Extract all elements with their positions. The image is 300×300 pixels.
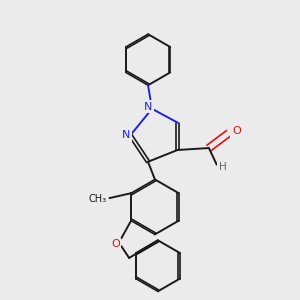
Text: H: H xyxy=(219,162,226,172)
Text: CH₃: CH₃ xyxy=(89,194,107,204)
Text: O: O xyxy=(111,239,120,249)
Text: N: N xyxy=(144,102,152,112)
Text: N: N xyxy=(122,130,130,140)
Text: O: O xyxy=(232,126,241,136)
